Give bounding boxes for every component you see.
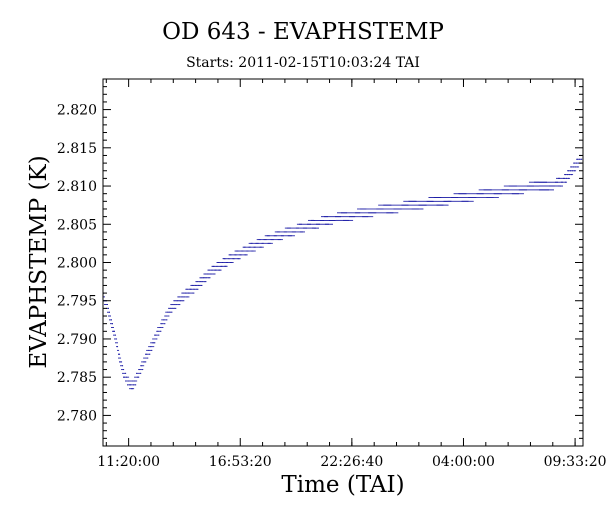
axis-ticks bbox=[103, 78, 583, 447]
y-tick-label: 2.790 bbox=[57, 332, 97, 348]
data-series bbox=[103, 154, 583, 390]
chart-title: OD 643 - EVAPHSTEMP bbox=[162, 19, 444, 45]
chart-subtitle: Starts: 2011-02-15T10:03:24 TAI bbox=[186, 55, 420, 71]
x-tick-label: 16:53:20 bbox=[209, 454, 272, 470]
plot-frame bbox=[102, 78, 584, 447]
y-tick-label: 2.785 bbox=[57, 370, 97, 386]
y-axis-title: EVAPHSTEMP (K) bbox=[26, 155, 52, 368]
y-tick-label: 2.800 bbox=[57, 256, 97, 272]
y-tick-label: 2.805 bbox=[57, 217, 97, 233]
y-tick-label: 2.780 bbox=[57, 408, 97, 424]
x-tick-label: 22:26:40 bbox=[320, 454, 383, 470]
x-tick-label: 09:33:20 bbox=[544, 454, 606, 470]
x-axis-title: Time (TAI) bbox=[281, 472, 404, 498]
x-tick-label: 04:00:00 bbox=[432, 454, 495, 470]
x-tick-label: 11:20:00 bbox=[97, 454, 160, 470]
y-tick-label: 2.810 bbox=[57, 179, 97, 195]
y-tick-label: 2.795 bbox=[57, 294, 97, 310]
y-tick-label: 2.820 bbox=[57, 103, 97, 119]
tick-labels: 2.780 2.785 2.790 2.795 2.800 2.805 2.810 2.815… bbox=[57, 103, 606, 470]
y-tick-label: 2.815 bbox=[57, 141, 97, 157]
